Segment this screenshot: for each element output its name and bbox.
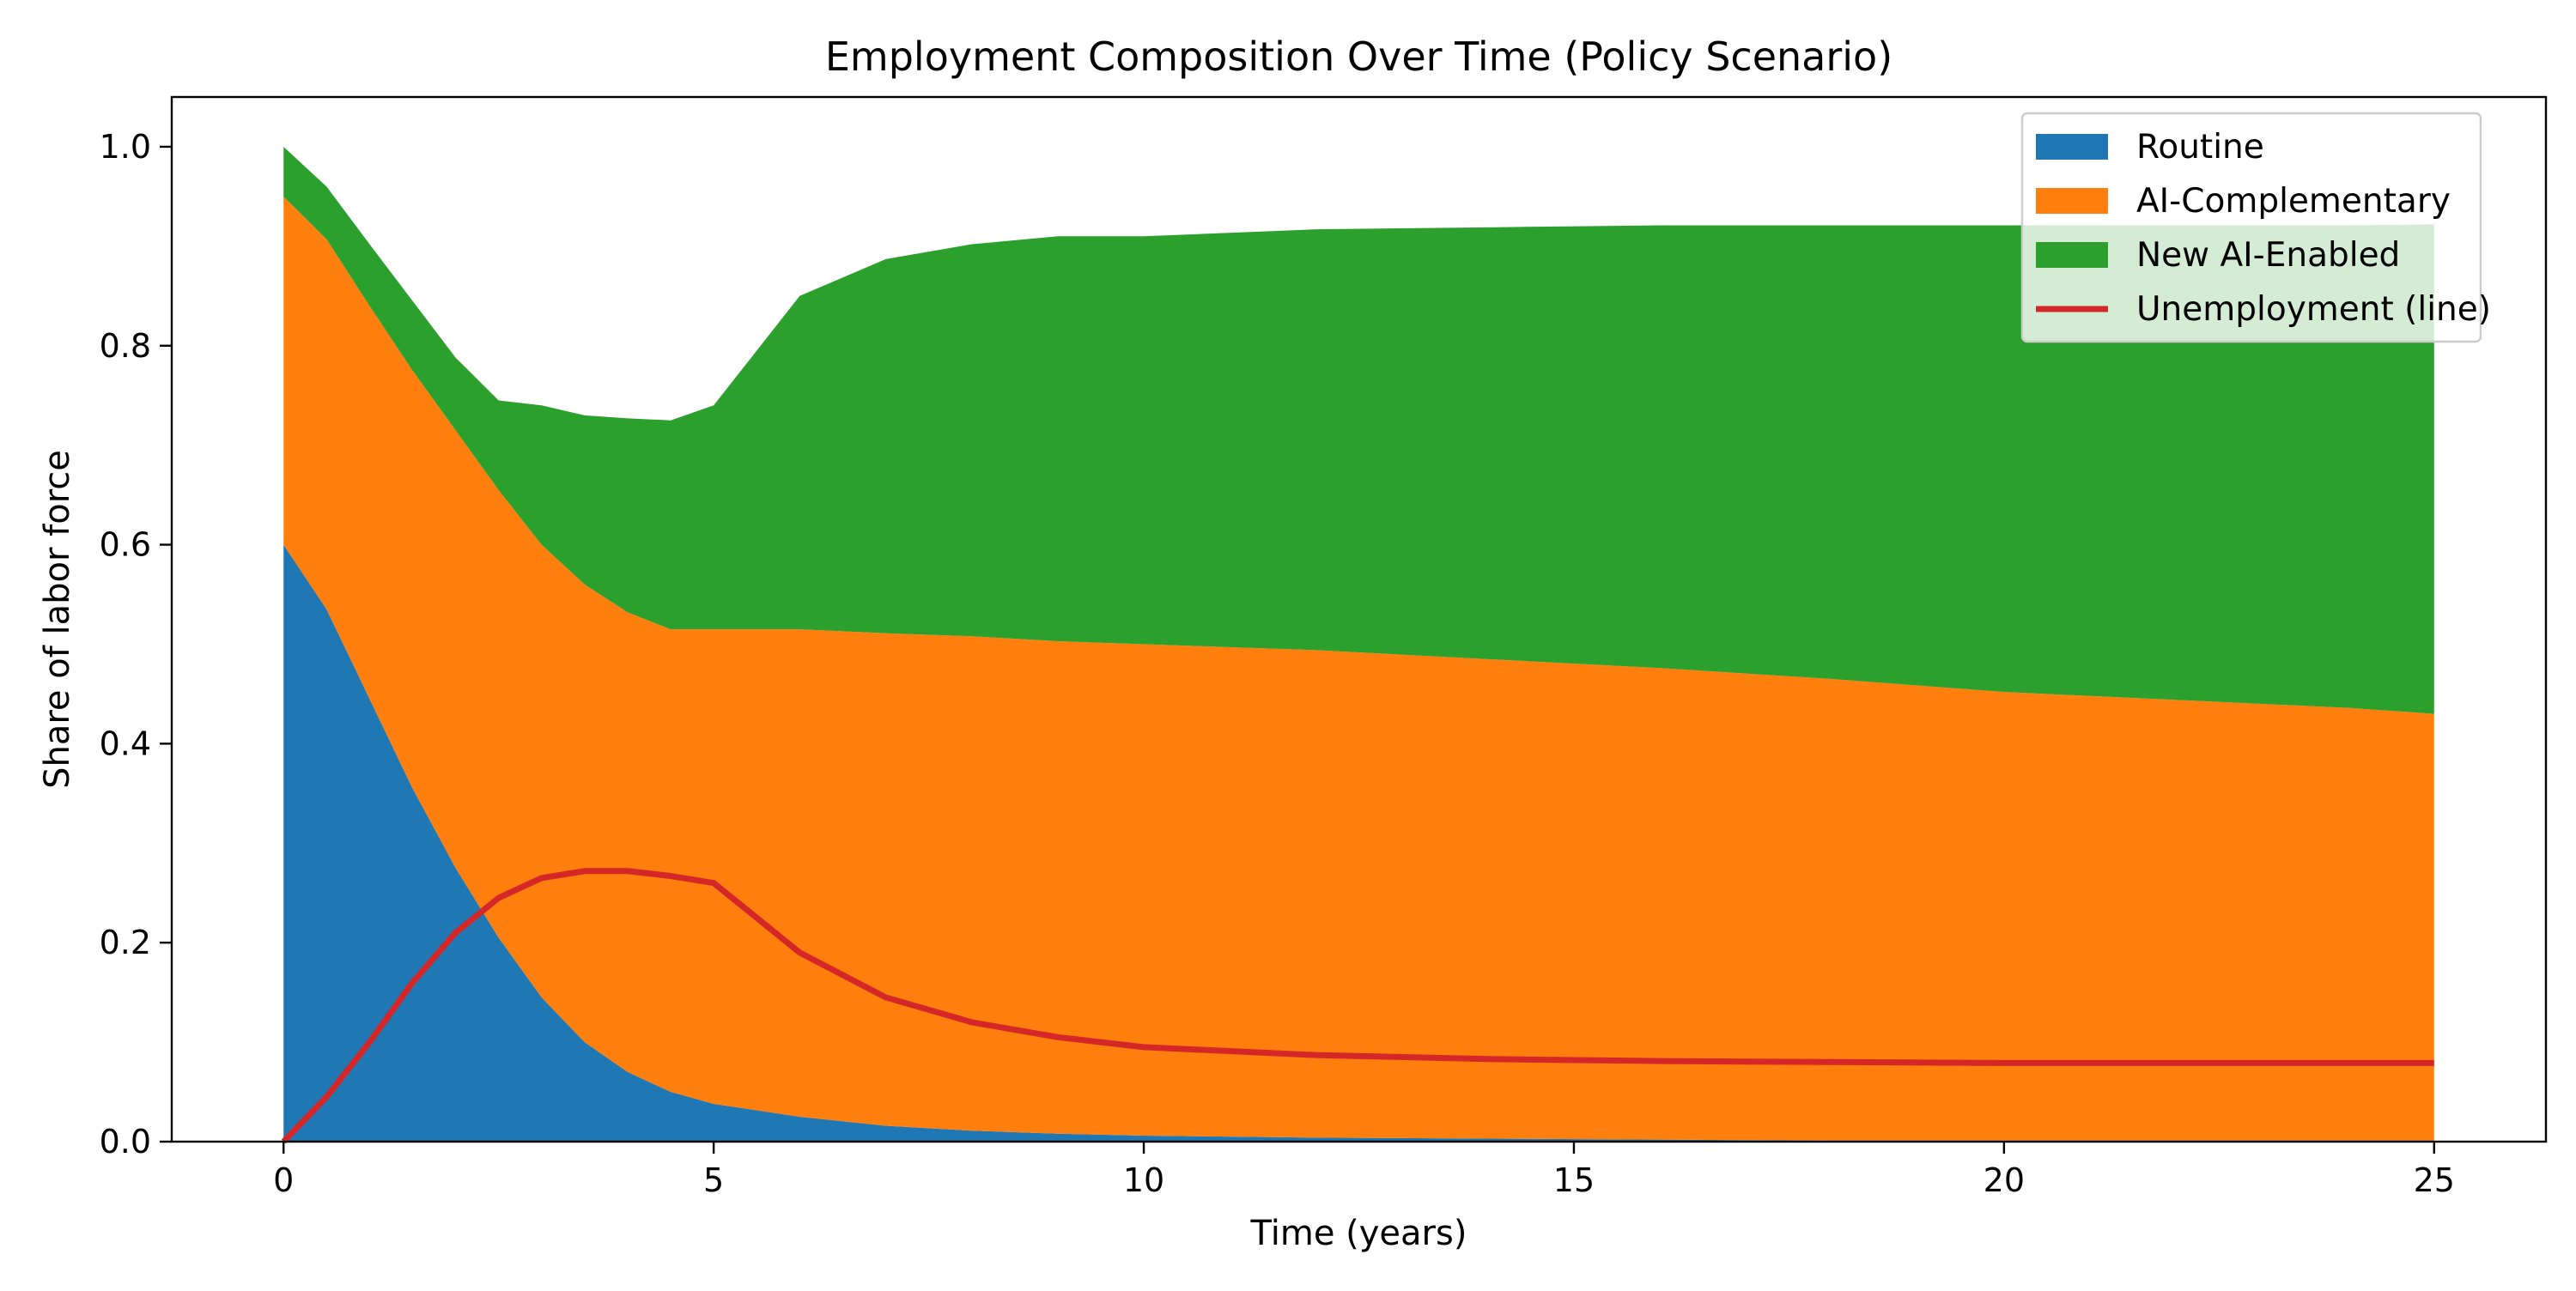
line-unemployment-line bbox=[281, 868, 2434, 1144]
x-tick-label: 20 bbox=[1984, 1161, 2025, 1199]
legend-swatch bbox=[2036, 242, 2108, 268]
y-tick-label: 0.2 bbox=[100, 924, 151, 961]
x-tick-label: 25 bbox=[2414, 1161, 2455, 1199]
x-tick-label: 5 bbox=[703, 1161, 724, 1199]
area-ai-complementary bbox=[283, 196, 2434, 1141]
lines-layer bbox=[281, 868, 2434, 1144]
x-tick-label: 10 bbox=[1123, 1161, 1164, 1199]
x-tick-label: 0 bbox=[273, 1161, 294, 1199]
area-new-ai-enabled bbox=[283, 146, 2434, 714]
legend-label: Routine bbox=[2136, 128, 2264, 167]
y-tick-label: 1.0 bbox=[100, 128, 151, 166]
legend-box bbox=[2020, 112, 2482, 343]
y-axis-label: Share of labor force bbox=[38, 450, 77, 789]
y-tick-label: 0.6 bbox=[100, 526, 151, 564]
legend-label: Unemployment (line) bbox=[2136, 290, 2491, 329]
plot-frame bbox=[170, 95, 2548, 1143]
legend-swatch bbox=[2036, 134, 2108, 160]
ticks-layer: 0 5 10 15 20 25 0.0 0.2 0.4 0.6 0.8 1.0 bbox=[100, 128, 2455, 1199]
legend-label: AI-Complementary bbox=[2136, 182, 2451, 221]
legend-swatch bbox=[2036, 188, 2108, 214]
x-tick-label: 15 bbox=[1553, 1161, 1595, 1199]
areas-layer bbox=[283, 146, 2434, 1142]
x-axis-label: Time (years) bbox=[1250, 1214, 1467, 1253]
legend: Routine AI-Complementary New AI-Enabled Une… bbox=[2020, 112, 2491, 343]
y-tick-label: 0.0 bbox=[100, 1123, 151, 1161]
chart-title: Employment Composition Over Time (Policy… bbox=[825, 33, 1893, 80]
y-tick-label: 0.8 bbox=[100, 327, 151, 365]
y-tick-label: 0.4 bbox=[100, 724, 151, 762]
legend-label: New AI-Enabled bbox=[2136, 236, 2400, 275]
area-routine bbox=[283, 544, 2434, 1142]
